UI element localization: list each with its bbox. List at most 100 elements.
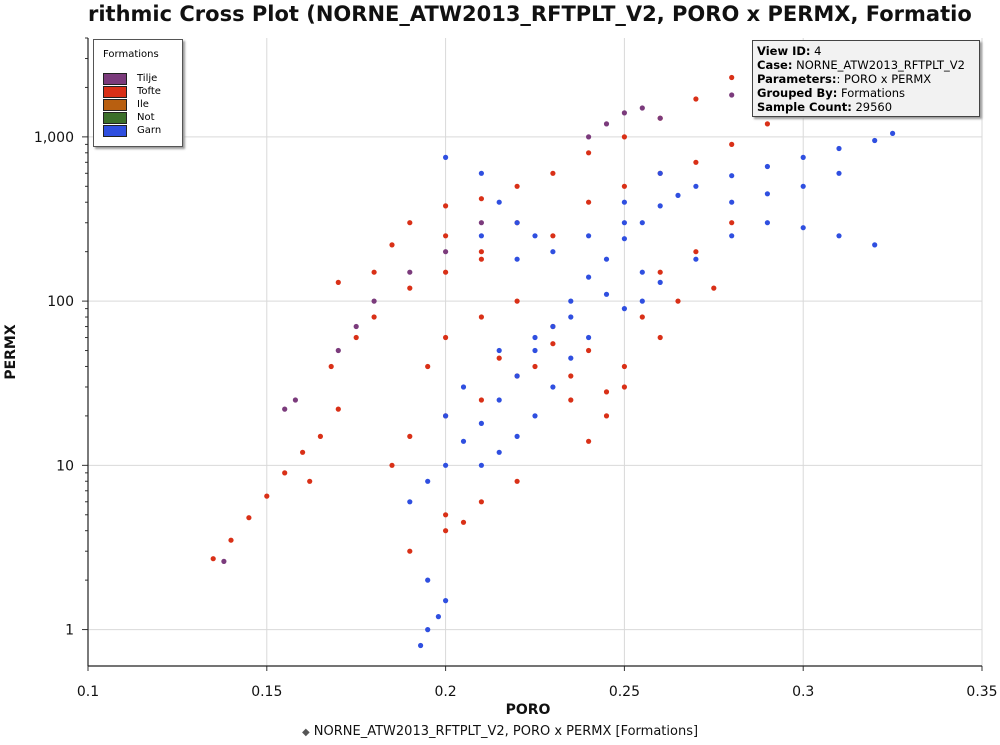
data-point-garn — [435, 614, 441, 620]
data-point-garn — [514, 220, 520, 226]
info-grouped-by: Grouped By: Formations — [757, 86, 906, 100]
data-point-tofte — [300, 449, 306, 455]
data-point-tofte — [264, 493, 270, 499]
data-point-tilje — [221, 558, 227, 565]
data-point-garn — [568, 314, 574, 320]
data-point-tofte — [621, 384, 628, 390]
data-point-garn — [890, 130, 896, 136]
data-point-tofte — [407, 433, 413, 439]
data-point-tilje — [603, 121, 610, 127]
data-point-garn — [478, 233, 484, 239]
data-point-garn — [639, 298, 645, 304]
data-point-garn — [872, 137, 878, 144]
data-point-tofte — [586, 438, 592, 444]
data-point-tofte — [603, 389, 610, 395]
data-point-tofte — [443, 203, 449, 209]
data-point-garn — [693, 256, 699, 262]
legend-swatch-tilje — [103, 73, 127, 85]
data-point-garn — [496, 449, 502, 455]
data-point-garn — [800, 154, 806, 160]
data-point-tofte — [675, 298, 681, 304]
data-point-tofte — [246, 515, 252, 521]
data-point-garn — [836, 170, 842, 176]
data-point-tofte — [228, 537, 234, 543]
data-point-garn — [568, 355, 574, 361]
data-point-tofte — [550, 170, 556, 176]
data-point-garn — [478, 462, 484, 468]
data-point-garn — [532, 334, 538, 341]
data-point-garn — [621, 236, 628, 242]
data-point-garn — [514, 373, 520, 379]
data-point-tofte — [335, 406, 341, 412]
legend-label: Tilje — [137, 73, 158, 84]
data-point-tilje — [371, 298, 377, 304]
legend-swatch-ile — [103, 99, 127, 111]
data-point-tofte — [371, 269, 377, 275]
data-point-garn — [532, 233, 538, 239]
info-box: View ID: 4 Case: NORNE_ATW2013_RFTPLT_V2… — [752, 40, 980, 117]
data-point-tofte — [603, 413, 610, 419]
data-point-tofte — [443, 233, 449, 239]
data-point-tofte — [586, 347, 592, 354]
data-point-tofte — [407, 220, 413, 226]
chart-title: rithmic Cross Plot (NORNE_ATW2013_RFTPLT… — [88, 2, 972, 26]
data-point-garn — [532, 413, 538, 419]
data-point-tilje — [621, 110, 628, 116]
data-point-tilje — [335, 347, 341, 354]
data-point-garn — [425, 478, 431, 484]
data-point-tofte — [621, 363, 628, 370]
data-point-tofte — [621, 183, 628, 189]
data-point-tofte — [568, 373, 574, 379]
data-point-garn — [621, 199, 628, 205]
data-point-garn — [496, 199, 502, 205]
data-point-tofte — [407, 548, 413, 554]
data-point-garn — [729, 173, 735, 179]
footer-legend: ◆ NORNE_ATW2013_RFTPLT_V2, PORO x PERMX … — [0, 724, 1000, 739]
data-point-tofte — [335, 279, 341, 285]
data-point-tofte — [693, 96, 699, 102]
data-point-tofte — [389, 462, 395, 468]
data-point-garn — [764, 191, 771, 197]
data-point-tofte — [282, 470, 288, 476]
data-point-tofte — [407, 285, 413, 291]
legend-title: Formations — [103, 49, 159, 60]
data-point-tofte — [496, 355, 502, 361]
data-point-garn — [675, 192, 681, 198]
data-point-garn — [514, 256, 520, 262]
legend-label: Garn — [137, 125, 162, 136]
footer-label: NORNE_ATW2013_RFTPLT_V2, PORO x PERMX [F… — [313, 724, 699, 739]
data-point-tofte — [532, 363, 538, 370]
data-point-garn — [418, 642, 424, 649]
data-point-tofte — [443, 334, 449, 341]
data-point-tofte — [693, 249, 699, 255]
data-point-garn — [425, 627, 431, 633]
data-point-garn — [425, 577, 431, 583]
data-point-tofte — [425, 363, 431, 370]
legend-swatch-not — [103, 112, 127, 124]
data-point-garn — [443, 413, 449, 419]
legend-label: Ile — [137, 99, 149, 110]
data-point-tofte — [657, 334, 663, 341]
y-tick-label: 1 — [65, 623, 74, 639]
data-point-garn — [693, 183, 699, 189]
data-point-garn — [586, 274, 592, 280]
data-point-tofte — [729, 74, 735, 81]
data-point-garn — [872, 242, 878, 248]
data-point-tofte — [729, 220, 735, 226]
data-point-tofte — [568, 397, 574, 403]
data-point-tofte — [443, 269, 449, 275]
data-point-garn — [496, 397, 502, 403]
data-point-tofte — [478, 314, 484, 320]
data-point-garn — [478, 420, 484, 426]
data-point-garn — [657, 279, 663, 285]
data-point-tofte — [478, 196, 484, 202]
legend-swatch-garn — [103, 125, 127, 137]
data-point-tofte — [514, 478, 520, 484]
x-tick-label: 0.25 — [609, 684, 640, 700]
x-tick-label: 0.15 — [251, 684, 282, 700]
data-point-tilje — [478, 220, 484, 226]
data-point-tofte — [693, 159, 699, 165]
data-point-tofte — [729, 141, 735, 147]
data-point-tilje — [282, 406, 288, 412]
data-point-tofte — [586, 199, 592, 205]
